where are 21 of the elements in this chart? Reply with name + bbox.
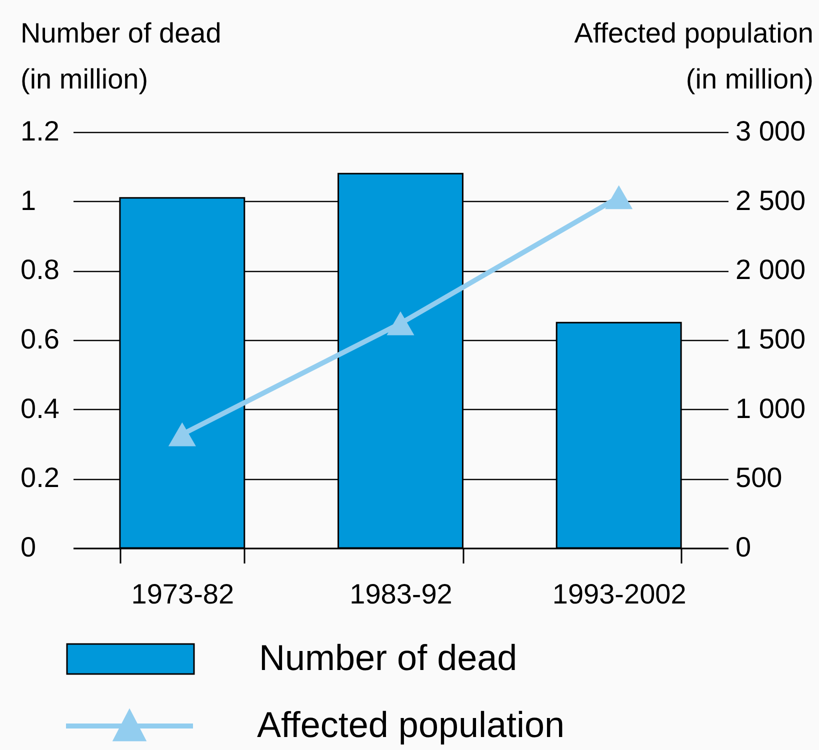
y-tick-label: 1.2 — [20, 116, 60, 146]
y-tick-label: 0.6 — [20, 324, 60, 354]
y-axis-title: Number of dead (in million) — [20, 18, 222, 94]
y2-axis-title: Affected population (in million) — [574, 18, 814, 94]
y2-tick-label: 500 — [736, 462, 782, 494]
y2-tick-label: 1 000 — [736, 392, 806, 424]
y2-tick-label: 0 — [736, 532, 752, 562]
y2-tick-label: 2 000 — [736, 254, 806, 286]
x-tick-label: 1993-2002 — [552, 578, 686, 610]
y-tick-label: 0.4 — [20, 392, 60, 424]
x-tick-label: 1983-92 — [350, 578, 452, 610]
y-tick-label: 0.2 — [20, 462, 60, 494]
legend-label: Number of dead — [259, 637, 518, 678]
y-tick-label: 0 — [20, 532, 36, 562]
x-tick-label: 1973-82 — [131, 578, 234, 610]
y2-tick-label: 1 500 — [736, 324, 806, 354]
y-tick-label: 0.8 — [20, 254, 60, 286]
y-tick-label: 1 — [20, 184, 36, 216]
legend-label: Affected population — [257, 704, 565, 745]
y2-tick-label: 2 500 — [736, 184, 806, 216]
y2-tick-label: 3 000 — [736, 116, 806, 146]
